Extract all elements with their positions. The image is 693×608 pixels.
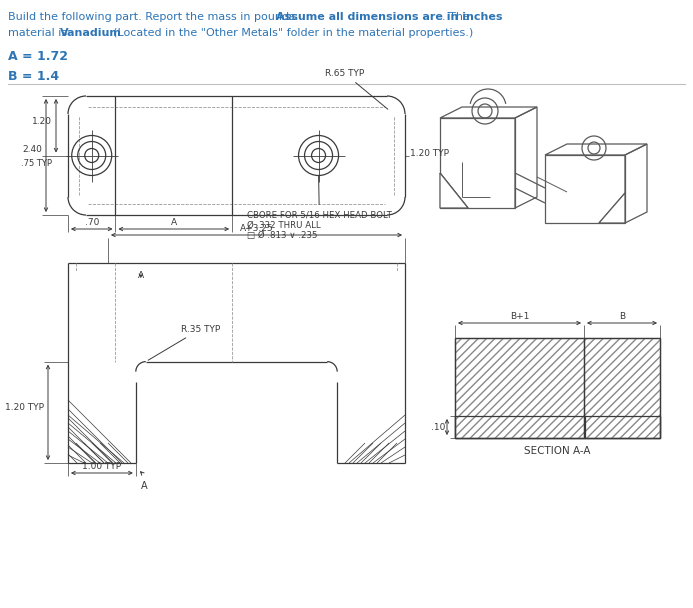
Text: A: A xyxy=(138,271,144,280)
Bar xyxy=(455,416,660,438)
Text: R.65 TYP: R.65 TYP xyxy=(325,69,388,109)
Text: CBORE FOR 5/16 HEX HEAD BOLT
Ø .332 THRU ALL
□ Ø .813 ∨ .235: CBORE FOR 5/16 HEX HEAD BOLT Ø .332 THRU… xyxy=(247,176,392,240)
Bar xyxy=(455,416,660,438)
Text: Vanadium: Vanadium xyxy=(60,28,122,38)
Text: A: A xyxy=(170,218,177,227)
Text: . The: . The xyxy=(442,12,470,22)
Text: material is: material is xyxy=(8,28,71,38)
Text: R.35 TYP: R.35 TYP xyxy=(148,325,220,360)
Text: .75 TYP: .75 TYP xyxy=(21,159,52,167)
Text: B+1: B+1 xyxy=(510,312,529,321)
Text: 1.00 TYP: 1.00 TYP xyxy=(82,462,121,471)
Bar xyxy=(455,338,660,438)
Polygon shape xyxy=(440,173,468,208)
Bar xyxy=(453,336,662,440)
Text: B: B xyxy=(619,312,625,321)
Text: B = 1.4: B = 1.4 xyxy=(8,70,59,83)
Polygon shape xyxy=(599,193,625,223)
Text: .70: .70 xyxy=(85,218,99,227)
Bar xyxy=(455,416,660,438)
Bar xyxy=(455,338,660,438)
Text: Assume all dimensions are in inches: Assume all dimensions are in inches xyxy=(276,12,502,22)
Text: SECTION A-A: SECTION A-A xyxy=(524,446,590,456)
Text: 1.20 TYP: 1.20 TYP xyxy=(5,403,44,412)
Text: A+3.25: A+3.25 xyxy=(240,224,273,233)
Text: A: A xyxy=(141,481,147,491)
Text: A = 1.72: A = 1.72 xyxy=(8,50,68,63)
Text: 2.40: 2.40 xyxy=(22,145,42,154)
Bar xyxy=(455,338,660,438)
Text: 1.20: 1.20 xyxy=(32,117,52,126)
Text: . (Located in the "Other Metals" folder in the material properties.): . (Located in the "Other Metals" folder … xyxy=(106,28,473,38)
Text: Build the following part. Report the mass in pounds.: Build the following part. Report the mas… xyxy=(8,12,302,22)
Text: .10: .10 xyxy=(430,423,445,432)
Text: 1.20 TYP: 1.20 TYP xyxy=(410,149,449,158)
